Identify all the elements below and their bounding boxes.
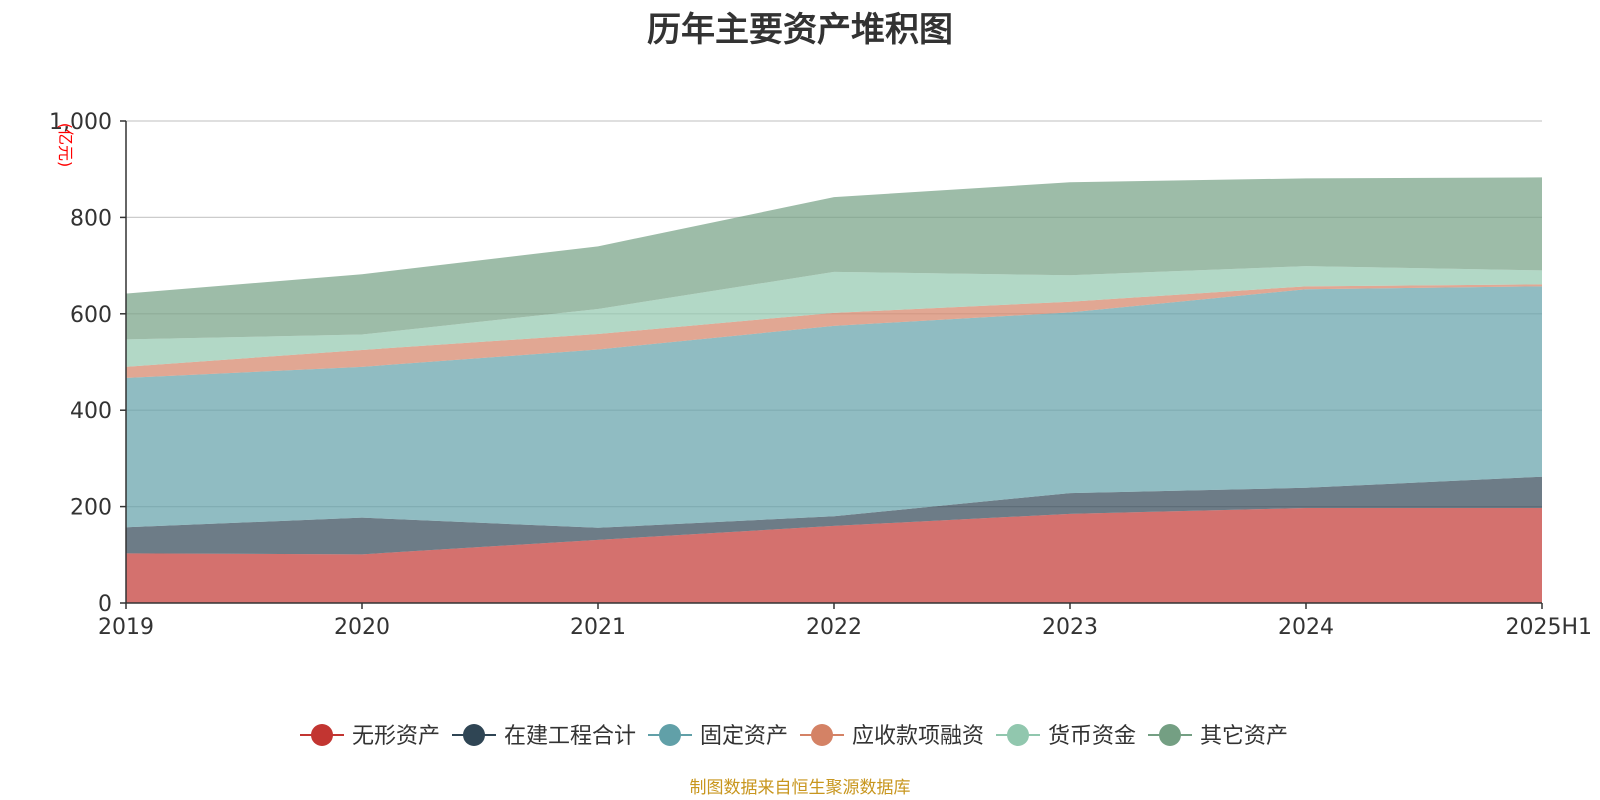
x-tick-label-6: 2025H1	[1505, 615, 1592, 640]
area-series-4	[126, 266, 1542, 367]
legend: 无形资产 在建工程合计 固定资产 应收款项融资 货币资金 其它资产	[300, 724, 1288, 749]
legend-label-0: 无形资产	[352, 724, 440, 749]
legend-label-1: 在建工程合计	[504, 724, 636, 749]
x-tick-label-0: 2019	[98, 615, 154, 640]
legend-marker-4	[1007, 724, 1029, 746]
axes: 0 200 400 600 800 1,000 2019 2020 2021 2022 2023 20…	[49, 110, 1592, 640]
legend-marker-2	[659, 724, 681, 746]
legend-marker-0	[311, 724, 333, 746]
source-note: 制图数据来自恒生聚源数据库	[689, 778, 911, 798]
area-series	[126, 177, 1542, 603]
y-tick-label-3: 600	[70, 303, 112, 328]
y-axis-unit-label: (亿元)	[56, 123, 75, 168]
x-tick-label-2: 2021	[570, 615, 626, 640]
legend-marker-5	[1159, 724, 1181, 746]
legend-item-5: 其它资产	[1148, 724, 1288, 749]
area-series-0	[126, 508, 1542, 603]
chart-title: 历年主要资产堆积图	[647, 10, 953, 50]
legend-label-4: 货币资金	[1048, 724, 1136, 749]
legend-marker-1	[463, 724, 485, 746]
legend-item-3: 应收款项融资	[800, 724, 984, 749]
y-tick-label-2: 400	[70, 399, 112, 424]
x-tick-label-1: 2020	[334, 615, 390, 640]
y-tick-label-1: 200	[70, 496, 112, 521]
x-tick-label-5: 2024	[1278, 615, 1334, 640]
legend-item-1: 在建工程合计	[452, 724, 636, 749]
x-tick-label-4: 2023	[1042, 615, 1098, 640]
area-series-2	[126, 286, 1542, 528]
y-tick-label-4: 800	[70, 206, 112, 231]
area-series-5	[126, 177, 1542, 340]
x-tick-label-3: 2022	[806, 615, 862, 640]
y-tick-label-0: 0	[98, 592, 112, 617]
area-series-1	[126, 476, 1542, 555]
legend-label-2: 固定资产	[700, 724, 788, 749]
legend-label-3: 应收款项融资	[852, 724, 984, 749]
area-series-3	[126, 284, 1542, 378]
legend-item-0: 无形资产	[300, 724, 440, 749]
legend-label-5: 其它资产	[1200, 724, 1288, 749]
y-tick-label-5: 1,000	[49, 110, 112, 135]
legend-marker-3	[811, 724, 833, 746]
legend-item-2: 固定资产	[648, 724, 788, 749]
legend-item-4: 货币资金	[996, 724, 1136, 749]
